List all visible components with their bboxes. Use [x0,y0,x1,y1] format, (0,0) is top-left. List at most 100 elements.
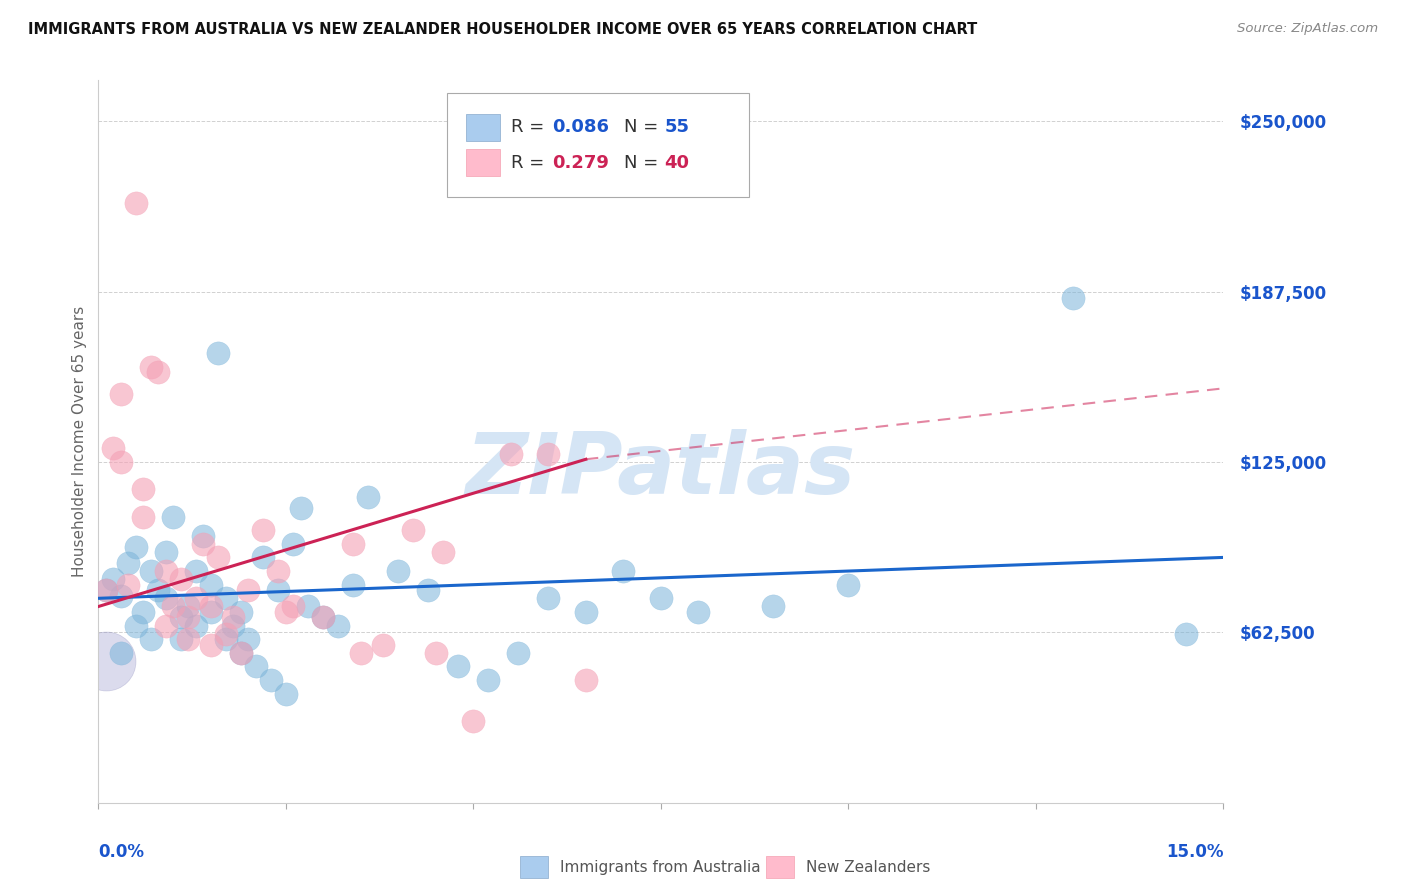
Point [252,523,274,537]
Text: New Zealanders: New Zealanders [806,860,929,874]
FancyBboxPatch shape [447,93,748,197]
Point [575,673,598,687]
Point [283,599,305,614]
Point [350,646,373,660]
Point [155,618,177,632]
Point [162,599,184,614]
Point [177,632,200,647]
Point [170,572,193,586]
Point [215,632,238,647]
Point [155,564,177,578]
Point [177,599,200,614]
Point [274,605,297,619]
Point [177,610,200,624]
Point [94,654,117,668]
Point [297,599,319,614]
Point [103,442,125,456]
Point [200,599,222,614]
Point [170,632,193,647]
Point [447,659,470,673]
Text: N =: N = [624,153,664,171]
Point [139,359,162,374]
Point [148,365,170,379]
Point [110,589,132,603]
Point [132,605,155,619]
Point [342,577,364,591]
Point [612,564,634,578]
Point [267,564,290,578]
Point [357,491,380,505]
Point [1062,292,1084,306]
Point [222,610,245,624]
Point [762,599,785,614]
Point [688,605,710,619]
Point [245,659,267,673]
Point [238,632,260,647]
Point [575,605,598,619]
Point [432,545,454,559]
Point [650,591,672,606]
Text: IMMIGRANTS FROM AUSTRALIA VS NEW ZEALANDER HOUSEHOLDER INCOME OVER 65 YEARS CORR: IMMIGRANTS FROM AUSTRALIA VS NEW ZEALAND… [28,22,977,37]
Point [418,583,440,598]
Text: ZIPatlas: ZIPatlas [465,429,856,512]
Point [103,572,125,586]
Point [193,537,215,551]
Point [200,577,222,591]
Point [537,447,560,461]
Point [477,673,499,687]
Point [312,610,335,624]
Point [387,564,409,578]
FancyBboxPatch shape [467,113,501,141]
Point [139,564,162,578]
Point [229,605,252,619]
Point [125,540,148,554]
Point [283,537,305,551]
Point [110,455,132,469]
Point [215,626,238,640]
Point [125,618,148,632]
Point [274,687,297,701]
Point [207,550,229,565]
Text: Immigrants from Australia: Immigrants from Australia [560,860,761,874]
Y-axis label: Householder Income Over 65 years: Householder Income Over 65 years [72,306,87,577]
Point [155,545,177,559]
Point [94,583,117,598]
Point [110,646,132,660]
Point [184,591,207,606]
Point [508,646,530,660]
Point [290,501,312,516]
Point [139,632,162,647]
Text: 0.279: 0.279 [551,153,609,171]
Point [328,618,350,632]
Text: R =: R = [512,119,550,136]
Point [342,537,364,551]
Point [132,509,155,524]
Point [312,610,335,624]
Point [94,583,117,598]
Point [537,591,560,606]
Point [267,583,290,598]
Point [260,673,283,687]
Point [193,528,215,542]
Text: R =: R = [512,153,550,171]
Text: 0.0%: 0.0% [98,843,145,861]
Point [837,577,859,591]
Point [1174,626,1197,640]
Point [155,591,177,606]
Point [229,646,252,660]
Text: 55: 55 [664,119,689,136]
Point [117,577,139,591]
Point [425,646,447,660]
Point [184,618,207,632]
Text: 15.0%: 15.0% [1166,843,1223,861]
Point [463,714,485,728]
Point [200,638,222,652]
Point [117,556,139,570]
Point [373,638,395,652]
FancyBboxPatch shape [467,149,501,177]
Text: N =: N = [624,119,664,136]
Point [170,610,193,624]
Text: 0.086: 0.086 [551,119,609,136]
Point [238,583,260,598]
Point [200,605,222,619]
